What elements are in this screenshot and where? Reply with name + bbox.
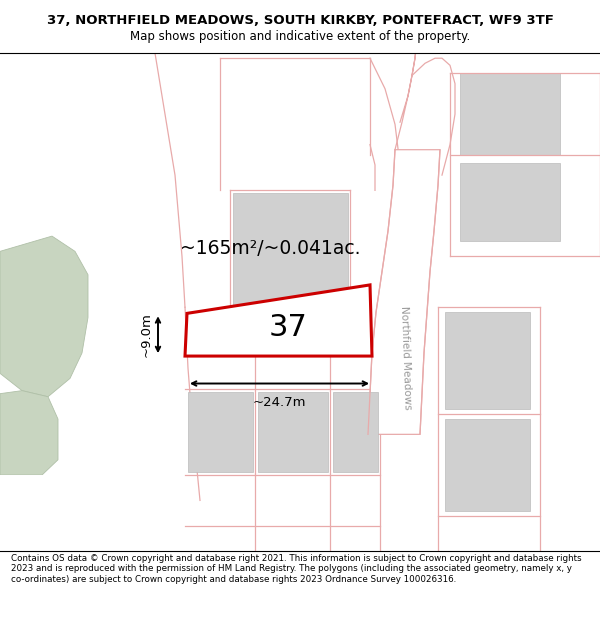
Polygon shape <box>233 193 348 305</box>
Text: 37: 37 <box>269 313 308 342</box>
Polygon shape <box>460 74 560 155</box>
Text: Northfield Meadows: Northfield Meadows <box>399 305 413 409</box>
Polygon shape <box>188 392 253 472</box>
Text: Contains OS data © Crown copyright and database right 2021. This information is : Contains OS data © Crown copyright and d… <box>11 554 581 584</box>
Polygon shape <box>0 236 88 397</box>
Text: Map shows position and indicative extent of the property.: Map shows position and indicative extent… <box>130 30 470 43</box>
Polygon shape <box>185 285 372 356</box>
Polygon shape <box>0 475 110 551</box>
Polygon shape <box>333 392 378 472</box>
Polygon shape <box>368 150 440 434</box>
Polygon shape <box>445 312 530 409</box>
Text: ~165m²/~0.041ac.: ~165m²/~0.041ac. <box>180 239 360 258</box>
Polygon shape <box>445 419 530 511</box>
Polygon shape <box>0 391 58 475</box>
Text: 37, NORTHFIELD MEADOWS, SOUTH KIRKBY, PONTEFRACT, WF9 3TF: 37, NORTHFIELD MEADOWS, SOUTH KIRKBY, PO… <box>47 14 553 27</box>
Text: ~24.7m: ~24.7m <box>253 396 306 409</box>
Polygon shape <box>460 163 560 241</box>
Polygon shape <box>258 392 328 472</box>
Text: ~9.0m: ~9.0m <box>139 312 152 357</box>
